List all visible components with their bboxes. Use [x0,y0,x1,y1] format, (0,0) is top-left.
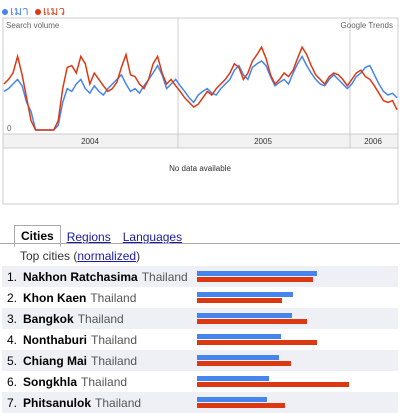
x-year-label-2005: 2005 [254,137,272,146]
bar-blue [197,271,317,276]
x-year-label-2004: 2004 [81,137,99,146]
city-name-cell: Chiang Mai Thailand [19,350,196,371]
city-row: 3. Bangkok Thailand [2,308,398,329]
city-row: 5. Chiang Mai Thailand [2,350,398,371]
legend-dot-2 [34,8,41,15]
city-bars [196,329,398,350]
city-bars [196,350,398,371]
series-line-red [3,45,398,131]
bar-blue [197,355,279,360]
bar-blue [197,397,267,402]
legend-item-1: เมา [2,2,29,21]
tab-languages[interactable]: Languages [122,230,183,244]
city-country: Thailand [91,332,138,347]
city-bars [196,308,398,329]
top-cities-heading: Top cities (normalized) [20,249,140,263]
city-name: Phitsanulok [23,395,92,410]
legend-dot-1 [2,8,8,15]
tab-regions[interactable]: Regions [66,230,111,244]
bar-red [197,319,308,324]
top-cities-suffix: ) [136,249,141,263]
bar-red [197,382,350,387]
city-row: 1. Nakhon Ratchasima Thailand [2,266,398,287]
timeline-bar [2,133,399,149]
cities-table: 1. Nakhon Ratchasima Thailand 2. Khon Kaen Th… [2,266,398,413]
city-row: 2. Khon Kaen Thailand [2,287,398,308]
city-name-cell: Nonthaburi Thailand [19,329,196,350]
city-rank: 1. [6,269,17,284]
y-zero-label: 0 [7,124,12,133]
bar-red [197,340,317,345]
tab-divider [0,243,400,244]
city-bars [196,266,398,287]
tabs: Cities Regions Languages [14,225,188,247]
source-label: Google Trends [341,21,393,30]
city-rank: 3. [6,311,17,326]
city-bars [196,392,398,413]
bar-blue [197,313,292,318]
city-name-cell: Phitsanulok Thailand [19,392,196,413]
bar-blue [197,334,281,339]
legend-item-2: แมว [34,2,66,21]
top-cities-prefix: Top cities ( [20,249,78,263]
city-bars [196,371,398,392]
city-rank: 6. [6,374,17,389]
bar-red [197,298,283,303]
city-name-cell: Songkhla Thailand [19,371,196,392]
bar-red [197,403,285,408]
city-country: Thailand [95,395,142,410]
no-data-text: No data available [169,164,231,173]
city-name: Chiang Mai [23,353,88,368]
city-name-cell: Bangkok Thailand [19,308,196,329]
city-name: Nakhon Ratchasima [23,269,138,284]
legend: เมา แมว [2,2,65,21]
city-rank: 5. [6,353,17,368]
city-country: Thailand [77,311,124,326]
city-name-cell: Khon Kaen Thailand [19,287,196,308]
y-axis-title: Search volume [6,21,60,30]
chart-frame [2,17,399,205]
x-year-label-2006: 2006 [364,137,382,146]
normalized-link[interactable]: normalized [77,249,137,263]
city-bars [196,287,398,308]
series-line-blue [3,54,398,131]
city-row: 6. Songkhla Thailand [2,371,398,392]
bar-red [197,361,291,366]
city-rank: 2. [6,290,17,305]
trend-chart: Search volume Google Trends 0 2004 2005 … [2,17,399,205]
city-name: Nonthaburi [23,332,87,347]
legend-label-2: แมว [42,4,66,18]
city-country: Thailand [90,290,137,305]
city-country: Thailand [91,353,138,368]
city-row: 4. Nonthaburi Thailand [2,329,398,350]
city-rank: 7. [6,395,17,410]
bar-red [197,277,314,282]
city-name-cell: Nakhon Ratchasima Thailand [19,266,196,287]
city-country: Thailand [141,269,188,284]
city-name: Bangkok [23,311,74,326]
legend-label-1: เมา [10,4,29,18]
city-row: 7. Phitsanulok Thailand [2,392,398,413]
bar-blue [197,376,269,381]
city-name: Songkhla [23,374,78,389]
city-name: Khon Kaen [23,290,87,305]
city-rank: 4. [6,332,17,347]
tab-cities[interactable]: Cities [14,225,61,247]
bar-blue [197,292,293,297]
city-country: Thailand [81,374,128,389]
